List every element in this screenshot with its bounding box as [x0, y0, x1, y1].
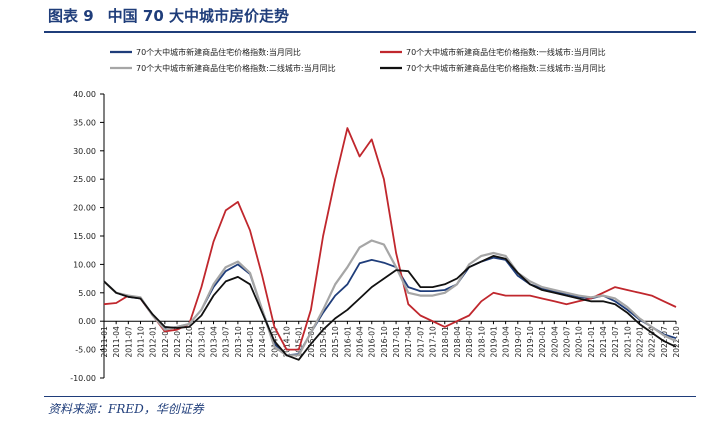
- x-tick-label: 2015-07: [319, 326, 328, 358]
- x-tick-label: 2011-04: [112, 326, 121, 358]
- y-tick-label: 30.00: [73, 147, 96, 156]
- x-tick-label: 2018-04: [453, 326, 462, 358]
- x-tick-label: 2014-01: [246, 326, 255, 358]
- y-tick-label: 15.00: [73, 232, 96, 241]
- x-tick-label: 2013-10: [234, 326, 243, 358]
- figure-title-text: 中国 70 大中城市房价走势: [107, 7, 289, 25]
- legend-label: 70个大中城市新建商品住宅价格指数:一线城市:当月同比: [406, 47, 606, 57]
- chart-legend: 70个大中城市新建商品住宅价格指数:当月同比 70个大中城市新建商品住宅价格指数:…: [110, 47, 606, 73]
- series-line-4: [103, 254, 677, 361]
- x-tick-label: 2020-04: [550, 326, 559, 358]
- y-tick-label: 40.00: [73, 90, 96, 99]
- y-tick-label: 20.00: [73, 204, 96, 213]
- source-divider: [44, 396, 696, 397]
- y-tick-label: 10.00: [73, 260, 96, 269]
- series-line-3: [103, 239, 677, 357]
- x-tick-label: 2016-10: [380, 326, 389, 358]
- x-tick-label: 2013-07: [222, 326, 231, 358]
- x-tick-label: 2014-04: [258, 326, 267, 358]
- x-tick-label: 2022-01: [635, 326, 644, 358]
- legend-item-1: 70个大中城市新建商品住宅价格指数:当月同比: [110, 47, 301, 57]
- x-tick-label: 2012-04: [161, 326, 170, 358]
- x-axis: 2011-01 2011-04 2011-07 2011-10 2012-01 2012-…: [100, 320, 681, 358]
- x-tick-label: 2016-07: [368, 326, 377, 358]
- x-tick-label: 2017-01: [392, 326, 401, 358]
- y-axis: -10.00 -5.00 0.00 5.00 10.00 15.00 20.00 25.00 3…: [70, 90, 105, 383]
- legend-item-2: 70个大中城市新建商品住宅价格指数:一线城市:当月同比: [380, 47, 606, 57]
- legend-label: 70个大中城市新建商品住宅价格指数:当月同比: [136, 47, 301, 57]
- x-tick-label: 2019-04: [502, 326, 511, 358]
- x-tick-label: 2016-04: [356, 326, 365, 358]
- x-tick-label: 2021-10: [623, 326, 632, 358]
- line-chart: 70个大中城市新建商品住宅价格指数:当月同比 70个大中城市新建商品住宅价格指数:…: [70, 47, 681, 383]
- x-tick-label: 2019-07: [514, 326, 523, 358]
- x-tick-label: 2019-01: [489, 326, 498, 358]
- y-tick-label: 5.00: [78, 289, 96, 298]
- x-tick-label: 2021-07: [611, 326, 620, 358]
- x-tick-label: 2017-07: [416, 326, 425, 358]
- x-tick-label: 2020-01: [538, 326, 547, 358]
- x-tick-label: 2021-01: [587, 326, 596, 358]
- x-tick-label: 2020-07: [562, 326, 571, 358]
- x-tick-label: 2018-10: [477, 326, 486, 358]
- x-tick-label: 2022-10: [672, 326, 681, 358]
- legend-label: 70个大中城市新建商品住宅价格指数:三线城市:当月同比: [406, 63, 606, 73]
- x-tick-label: 2013-01: [197, 326, 206, 358]
- x-tick-label: 2015-01: [295, 326, 304, 358]
- x-tick-label: 2012-01: [149, 326, 158, 358]
- y-tick-label: 35.00: [73, 118, 96, 127]
- x-tick-label: 2014-10: [283, 326, 292, 358]
- x-tick-label: 2011-10: [137, 326, 146, 358]
- title-divider: [44, 31, 696, 33]
- figure-label: 图表 9: [48, 7, 94, 25]
- y-tick-label: -5.00: [75, 346, 96, 355]
- x-tick-label: 2017-04: [404, 326, 413, 358]
- x-tick-label: 2012-10: [185, 326, 194, 358]
- x-tick-label: 2016-01: [343, 326, 352, 358]
- legend-item-4: 70个大中城市新建商品住宅价格指数:三线城市:当月同比: [380, 63, 606, 73]
- x-tick-label: 2011-07: [124, 326, 133, 358]
- x-tick-label: 2017-10: [429, 326, 438, 358]
- x-tick-label: 2018-07: [465, 326, 474, 358]
- x-tick-label: 2013-04: [210, 326, 219, 358]
- series-layer: [103, 127, 677, 361]
- x-tick-label: 2022-04: [648, 326, 657, 358]
- x-tick-label: 2018-01: [441, 326, 450, 358]
- x-tick-label: 2021-04: [599, 326, 608, 358]
- x-tick-label: 2011-01: [100, 326, 109, 358]
- x-tick-label: 2020-10: [575, 326, 584, 358]
- x-tick-label: 2012-07: [173, 326, 182, 358]
- x-tick-label: 2015-10: [331, 326, 340, 358]
- y-tick-label: 0.00: [78, 317, 96, 326]
- figure-title: 图表 9 中国 70 大中城市房价走势: [48, 4, 303, 28]
- x-tick-label: 2015-04: [307, 326, 316, 358]
- y-tick-label: 25.00: [73, 175, 96, 184]
- source-note: 资料来源：FRED，华创证券: [48, 402, 204, 416]
- x-tick-label: 2019-10: [526, 326, 535, 358]
- series-line-2: [103, 127, 677, 351]
- y-tick-label: -10.00: [70, 374, 96, 383]
- legend-label: 70个大中城市新建商品住宅价格指数:二线城市:当月同比: [136, 63, 336, 73]
- legend-item-3: 70个大中城市新建商品住宅价格指数:二线城市:当月同比: [110, 63, 336, 73]
